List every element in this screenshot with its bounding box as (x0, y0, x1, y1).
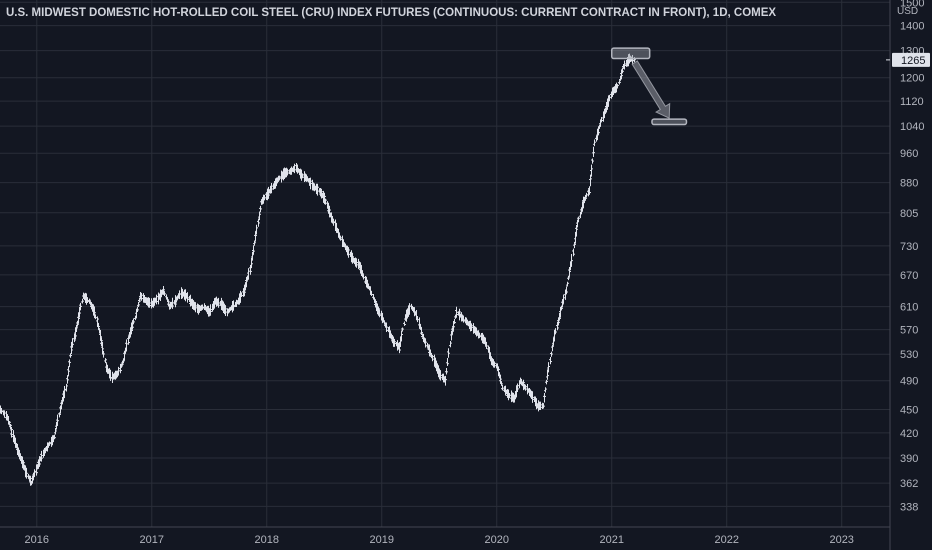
price-tick-label: 530 (900, 349, 918, 361)
price-tick-label: 338 (900, 501, 918, 513)
price-tick-label: 450 (900, 405, 918, 417)
price-tick-label: 880 (900, 178, 918, 190)
last-price-label: 1265 (901, 55, 925, 67)
price-tick-label: 390 (900, 453, 918, 465)
price-tick-label: 490 (900, 376, 918, 388)
price-axis-unit: USD (897, 6, 918, 17)
price-tick-label: 610 (900, 302, 918, 314)
last-price-badge: 1265 (892, 52, 930, 67)
time-tick-label: 2018 (255, 534, 279, 546)
price-tick-label: 420 (900, 428, 918, 440)
time-tick-label: 2022 (714, 534, 738, 546)
drawing-rectangle[interactable] (610, 47, 651, 60)
time-tick-label: 2016 (25, 534, 49, 546)
price-tick-label: 1040 (900, 121, 924, 133)
price-tick-label: 670 (900, 270, 918, 282)
price-tick-label: 1500 (900, 0, 924, 9)
time-tick-label: 2019 (370, 534, 394, 546)
price-tick-label: 1120 (900, 96, 924, 108)
price-tick-label: 570 (900, 325, 918, 337)
time-tick-label: 2017 (140, 534, 164, 546)
price-bars (0, 53, 636, 486)
price-tick-label: 805 (900, 208, 918, 220)
time-axis[interactable]: 2016 2017 2018 2019 2020 2021 2022 2023 (25, 534, 854, 546)
price-tick-label: 960 (900, 148, 918, 160)
chart-title: U.S. MIDWEST DOMESTIC HOT-ROLLED COIL ST… (6, 7, 776, 19)
price-tick-label: 1400 (900, 21, 924, 33)
price-tick-label: 362 (900, 478, 918, 490)
last-price-badge-bg (892, 52, 930, 67)
price-tick-label: 1200 (900, 73, 924, 85)
time-tick-label: 2023 (829, 534, 853, 546)
drawing-rectangle[interactable] (651, 118, 688, 126)
drawing-arrow[interactable] (631, 60, 671, 119)
time-tick-label: 2020 (485, 534, 509, 546)
price-tick-label: 730 (900, 241, 918, 253)
price-axis[interactable]: 338 362 390 420 450 490 530 570 610 670 730 805 880 9… (886, 0, 924, 513)
time-tick-label: 2021 (599, 534, 623, 546)
drawings[interactable] (610, 47, 688, 126)
